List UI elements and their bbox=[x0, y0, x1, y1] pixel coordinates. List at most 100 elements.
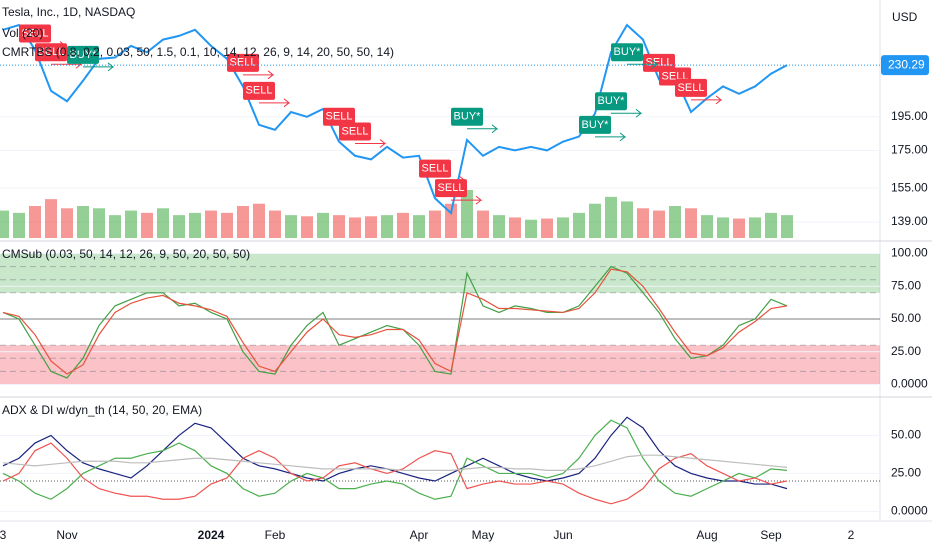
signal-label: BUY* bbox=[454, 111, 482, 123]
x-tick-label: Nov bbox=[56, 528, 77, 542]
pane-title: CMSub (0.03, 50, 14, 12, 26, 9, 50, 20, … bbox=[2, 247, 250, 261]
signal-label: SELL bbox=[38, 46, 65, 58]
signal-label: SELL bbox=[22, 27, 49, 39]
x-tick-label: 3 bbox=[0, 528, 7, 542]
volume-bar bbox=[749, 217, 761, 238]
volume-bar bbox=[669, 206, 681, 238]
volume-bar bbox=[477, 210, 489, 238]
volume-bar bbox=[285, 215, 297, 238]
signal-label: SELL bbox=[342, 125, 369, 137]
volume-bar bbox=[381, 215, 393, 238]
volume-bar bbox=[189, 212, 201, 238]
currency: USD bbox=[892, 10, 918, 24]
last-price-label: 230.29 bbox=[888, 57, 925, 71]
volume-bar bbox=[45, 199, 57, 238]
signal-arrow bbox=[451, 195, 483, 205]
y-tick-label: 25.00 bbox=[891, 344, 921, 358]
series-line bbox=[2, 442, 788, 505]
volume-bar bbox=[301, 216, 313, 238]
volume-bar bbox=[93, 208, 105, 238]
volume-bar bbox=[605, 196, 617, 238]
volume-bar bbox=[781, 215, 793, 238]
chart-title: Tesla, Inc., 1D, NASDAQ bbox=[2, 5, 135, 19]
indicator-label: CMRTBS (0.8, 0.2, 0.03, 50, 1.5, 0.1, 10… bbox=[2, 45, 394, 59]
x-tick-label: 2024 bbox=[198, 528, 225, 542]
signal-arrow bbox=[467, 124, 499, 134]
volume-bar bbox=[205, 210, 217, 238]
signal-box bbox=[675, 78, 707, 97]
x-tick-label: Sep bbox=[760, 528, 782, 542]
volume-bar bbox=[61, 208, 73, 238]
x-tick-label: Jun bbox=[553, 528, 572, 542]
signal-box bbox=[643, 53, 675, 72]
series-line bbox=[2, 265, 788, 379]
signal-box bbox=[323, 107, 355, 126]
volume-bar bbox=[765, 212, 777, 238]
volume-bar bbox=[77, 206, 89, 238]
signal-box bbox=[419, 159, 451, 178]
volume-bar bbox=[461, 190, 473, 238]
y-tick-label: 139.00 bbox=[891, 214, 928, 228]
series-line bbox=[2, 23, 788, 216]
volume-bar bbox=[701, 215, 713, 238]
signal-label: BUY* bbox=[598, 95, 626, 107]
signal-label: BUY* bbox=[70, 49, 98, 61]
volume-bar bbox=[557, 217, 569, 238]
volume-bar bbox=[589, 203, 601, 238]
volume-bar bbox=[541, 218, 553, 238]
volume-bar bbox=[653, 210, 665, 238]
x-tick-label: Aug bbox=[696, 528, 717, 542]
signal-box bbox=[19, 24, 51, 43]
volume-bar bbox=[365, 216, 377, 238]
signal-arrow bbox=[595, 132, 627, 142]
y-tick-label: 50.00 bbox=[891, 428, 921, 442]
signal-box bbox=[339, 122, 371, 141]
signal-box bbox=[611, 43, 643, 62]
zone bbox=[0, 345, 880, 385]
volume-bar bbox=[125, 210, 137, 238]
y-tick-label: 175.00 bbox=[891, 143, 928, 157]
volume-bar bbox=[413, 215, 425, 238]
signal-arrow bbox=[691, 95, 723, 105]
volume-bar bbox=[269, 210, 281, 238]
signal-arrow bbox=[611, 108, 643, 118]
volume-bar bbox=[637, 208, 649, 238]
x-tick-label: Feb bbox=[265, 528, 286, 542]
series-line bbox=[2, 268, 788, 375]
y-tick-label: 0.0000 bbox=[891, 504, 928, 518]
signal-box bbox=[243, 81, 275, 100]
volume-bar bbox=[733, 218, 745, 238]
x-tick-label: Apr bbox=[410, 528, 429, 542]
signal-label: SELL bbox=[422, 163, 449, 175]
signal-label: SELL bbox=[326, 111, 353, 123]
y-tick-label: 195.00 bbox=[891, 109, 928, 123]
volume-bar bbox=[29, 206, 41, 238]
volume-bar bbox=[237, 206, 249, 238]
series-line bbox=[2, 416, 788, 490]
signal-box bbox=[595, 92, 627, 111]
volume-bar bbox=[157, 208, 169, 238]
signal-arrow bbox=[355, 139, 387, 148]
signal-box bbox=[67, 45, 99, 64]
y-tick-label: 50.00 bbox=[891, 311, 921, 325]
volume-bar bbox=[0, 210, 9, 238]
signal-label: SELL bbox=[230, 57, 257, 69]
signal-arrow bbox=[83, 62, 115, 72]
volume-bar bbox=[397, 212, 409, 238]
volume-bar bbox=[717, 217, 729, 238]
y-tick-label: 155.00 bbox=[891, 180, 928, 194]
volume-bar bbox=[573, 212, 585, 238]
volume-bar bbox=[13, 212, 25, 238]
volume-bar bbox=[253, 203, 265, 238]
signal-box bbox=[227, 53, 259, 72]
volume-bar bbox=[221, 212, 233, 238]
pane-title: ADX & DI w/dyn_th (14, 50, 20, EMA) bbox=[2, 403, 202, 417]
signal-label: BUY* bbox=[614, 46, 642, 58]
signal-label: SELL bbox=[678, 82, 705, 94]
signal-label: BUY* bbox=[582, 119, 610, 131]
series-line bbox=[2, 454, 788, 471]
signal-label: SELL bbox=[646, 57, 673, 69]
y-tick-label: 75.00 bbox=[891, 278, 921, 292]
y-tick-label: 0.0000 bbox=[891, 377, 928, 391]
volume-bar bbox=[429, 210, 441, 238]
